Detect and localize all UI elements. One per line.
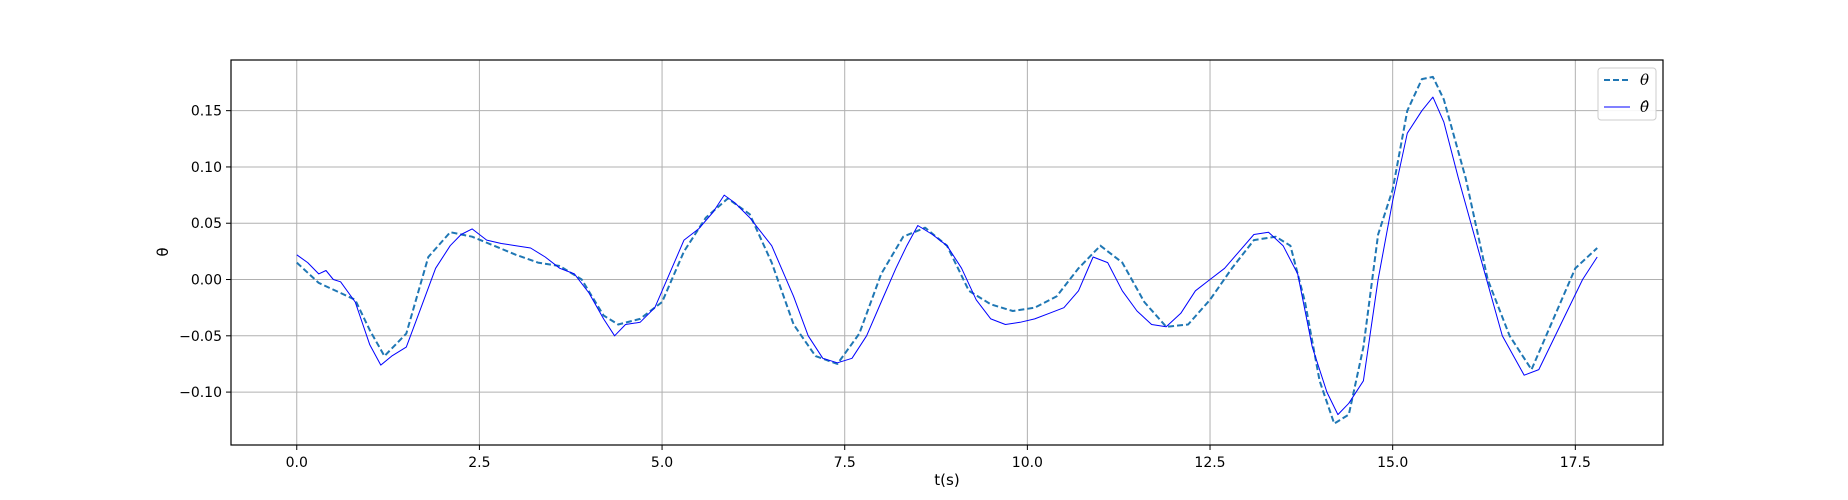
x-axis-label: t(s) (934, 471, 959, 489)
x-tick-label: 2.5 (468, 455, 490, 471)
y-tick-label: −0.05 (179, 329, 222, 345)
legend-label-theta: θ (1640, 71, 1649, 89)
series-line-theta-hat (296, 96, 1598, 416)
x-tick-label: 12.5 (1194, 455, 1225, 471)
x-tick-label: 5.0 (651, 455, 673, 471)
y-tick-label: 0.15 (191, 104, 222, 120)
y-tick-label: −0.10 (179, 385, 222, 401)
grid (231, 60, 1663, 445)
series-line-theta (296, 75, 1598, 425)
y-tick-label: 0.05 (191, 216, 222, 232)
legend: θ θ̂ (1597, 67, 1657, 121)
x-tick-label: 15.0 (1377, 455, 1408, 471)
series-group (296, 75, 1598, 425)
y-tick-label: 0.00 (191, 273, 222, 289)
legend-label-theta-hat: θ̂ (1640, 98, 1649, 116)
x-tick-label: 10.0 (1012, 455, 1043, 471)
y-tick-label: 0.10 (191, 160, 222, 176)
x-tick-label: 0.0 (286, 455, 308, 471)
x-tick-label: 17.5 (1560, 455, 1591, 471)
x-tick-label: 7.5 (834, 455, 856, 471)
plot-frame (230, 59, 1664, 446)
y-axis-label: θ (154, 247, 172, 256)
ticks: 0.0 2.5 5.0 7.5 10.0 12.5 15.0 17.5 −0.10 −0.05 0.… (179, 104, 1591, 471)
